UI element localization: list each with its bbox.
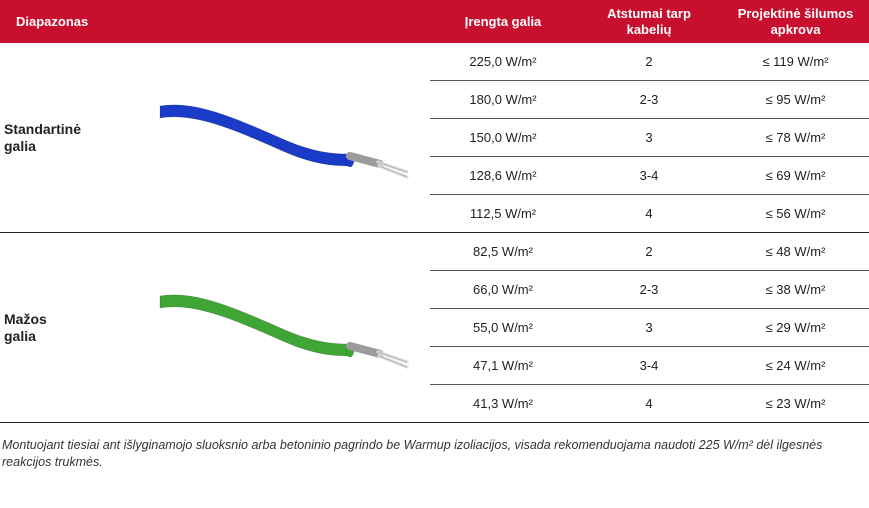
cell-power: 41,3 W/m² (430, 385, 576, 422)
cell-power: 82,5 W/m² (430, 233, 576, 270)
cell-power: 112,5 W/m² (430, 195, 576, 232)
table-section: Mažosgalia 82,5 W/m²2≤ 48 W/m²66,0 W/m²2… (0, 233, 869, 423)
cell-power: 180,0 W/m² (430, 81, 576, 118)
header-load: Projektinė šilumos apkrova (722, 0, 869, 43)
cell-distance: 2-3 (576, 271, 722, 308)
cell-distance: 3-4 (576, 157, 722, 194)
section-rows: 82,5 W/m²2≤ 48 W/m²66,0 W/m²2-3≤ 38 W/m²… (430, 233, 869, 422)
cell-load: ≤ 48 W/m² (722, 233, 869, 270)
cell-distance: 4 (576, 195, 722, 232)
cable-icon (155, 88, 415, 188)
cell-distance: 4 (576, 385, 722, 422)
cell-load: ≤ 29 W/m² (722, 309, 869, 346)
cable-image (140, 43, 430, 232)
header-power: Įrengta galia (430, 4, 576, 39)
header-distance: Atstumai tarp kabelių (576, 0, 722, 43)
table-header: Diapazonas Įrengta galia Atstumai tarp k… (0, 0, 869, 43)
cell-distance: 2-3 (576, 81, 722, 118)
footnote: Montuojant tiesiai ant išlyginamojo sluo… (0, 423, 869, 471)
cell-power: 47,1 W/m² (430, 347, 576, 384)
section-label: Mažosgalia (0, 233, 140, 422)
table-row: 112,5 W/m²4≤ 56 W/m² (430, 195, 869, 232)
table-row: 47,1 W/m²3-4≤ 24 W/m² (430, 347, 869, 385)
cable-image (140, 233, 430, 422)
header-range: Diapazonas (0, 4, 430, 39)
table-row: 41,3 W/m²4≤ 23 W/m² (430, 385, 869, 422)
cell-load: ≤ 119 W/m² (722, 43, 869, 80)
cell-load: ≤ 23 W/m² (722, 385, 869, 422)
table-body: Standartinėgalia 225,0 W/m²2≤ 119 W/m²18… (0, 43, 869, 423)
table-row: 128,6 W/m²3-4≤ 69 W/m² (430, 157, 869, 195)
cell-load: ≤ 95 W/m² (722, 81, 869, 118)
cell-distance: 2 (576, 233, 722, 270)
table-section: Standartinėgalia 225,0 W/m²2≤ 119 W/m²18… (0, 43, 869, 233)
cell-power: 128,6 W/m² (430, 157, 576, 194)
section-label: Standartinėgalia (0, 43, 140, 232)
cell-power: 150,0 W/m² (430, 119, 576, 156)
table-row: 66,0 W/m²2-3≤ 38 W/m² (430, 271, 869, 309)
cell-load: ≤ 24 W/m² (722, 347, 869, 384)
cell-power: 225,0 W/m² (430, 43, 576, 80)
cell-load: ≤ 69 W/m² (722, 157, 869, 194)
cell-distance: 2 (576, 43, 722, 80)
cell-load: ≤ 78 W/m² (722, 119, 869, 156)
cell-distance: 3 (576, 309, 722, 346)
section-rows: 225,0 W/m²2≤ 119 W/m²180,0 W/m²2-3≤ 95 W… (430, 43, 869, 232)
table-row: 225,0 W/m²2≤ 119 W/m² (430, 43, 869, 81)
cell-distance: 3-4 (576, 347, 722, 384)
table-row: 150,0 W/m²3≤ 78 W/m² (430, 119, 869, 157)
table-row: 180,0 W/m²2-3≤ 95 W/m² (430, 81, 869, 119)
cell-load: ≤ 56 W/m² (722, 195, 869, 232)
cell-power: 66,0 W/m² (430, 271, 576, 308)
cell-load: ≤ 38 W/m² (722, 271, 869, 308)
table-row: 55,0 W/m²3≤ 29 W/m² (430, 309, 869, 347)
cell-power: 55,0 W/m² (430, 309, 576, 346)
power-spec-table: Diapazonas Įrengta galia Atstumai tarp k… (0, 0, 869, 423)
table-row: 82,5 W/m²2≤ 48 W/m² (430, 233, 869, 271)
cable-icon (155, 278, 415, 378)
cell-distance: 3 (576, 119, 722, 156)
